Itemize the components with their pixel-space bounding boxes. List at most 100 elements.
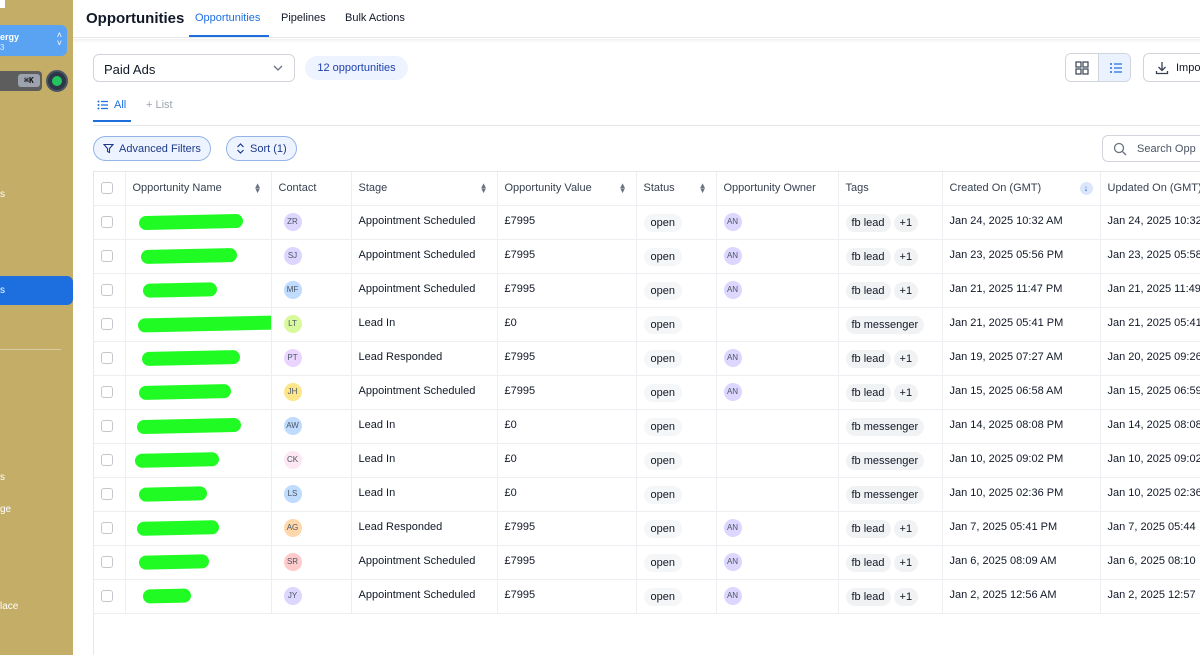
tag-badge[interactable]: fb messenger xyxy=(845,316,925,334)
opportunity-name-cell[interactable] xyxy=(125,579,272,614)
tag-more-badge[interactable]: +1 xyxy=(893,384,919,402)
column-header[interactable]: Tags xyxy=(838,172,943,206)
table-row[interactable]: LS Lead In £0 open fb messenger Jan 10, 2025 … xyxy=(94,477,1200,512)
tag-badge[interactable]: fb lead xyxy=(845,520,891,538)
bolt-icon[interactable] xyxy=(46,70,68,92)
row-checkbox[interactable] xyxy=(101,250,113,263)
opportunity-name-cell[interactable] xyxy=(125,443,272,478)
table-row[interactable]: JH Appointment Scheduled £7995 open AN fb lea… xyxy=(94,375,1200,410)
opportunity-name-cell[interactable] xyxy=(125,273,272,308)
table-row[interactable]: SR Appointment Scheduled £7995 open AN fb lea… xyxy=(94,545,1200,580)
owner-cell[interactable]: AN xyxy=(716,375,839,410)
tag-badge[interactable]: fb lead xyxy=(845,588,891,606)
search-opportunities[interactable] xyxy=(1102,135,1200,162)
tab-pipelines[interactable]: Pipelines xyxy=(281,12,326,24)
owner-cell[interactable]: AN xyxy=(716,579,839,614)
sidebar-item-label[interactable]: s xyxy=(0,189,5,200)
contact-cell[interactable]: AG xyxy=(271,511,352,546)
owner-cell[interactable]: AN xyxy=(716,341,839,376)
column-header[interactable]: Updated On (GMT) xyxy=(1100,172,1200,206)
sort-icon[interactable]: ▲ ▼ xyxy=(698,181,707,195)
opportunity-name-cell[interactable] xyxy=(125,307,272,342)
table-row[interactable]: ZR Appointment Scheduled £7995 open AN fb lea… xyxy=(94,205,1200,240)
row-checkbox[interactable] xyxy=(101,488,113,501)
tag-badge[interactable]: fb messenger xyxy=(845,486,925,504)
sort-button[interactable]: Sort (1) xyxy=(226,136,297,161)
opportunity-name-cell[interactable] xyxy=(125,477,272,512)
sidebar-item-label[interactable]: s xyxy=(0,472,5,483)
column-header[interactable]: Opportunity Owner xyxy=(716,172,839,206)
table-row[interactable]: AG Lead Responded £7995 open AN fb lead +1 Jan … xyxy=(94,511,1200,546)
contact-cell[interactable]: SR xyxy=(271,545,352,580)
contact-cell[interactable]: JY xyxy=(271,579,352,614)
import-button[interactable]: Impo xyxy=(1143,53,1200,82)
table-row[interactable]: JY Appointment Scheduled £7995 open AN fb lea… xyxy=(94,579,1200,614)
tag-more-badge[interactable]: +1 xyxy=(893,282,919,300)
opportunity-name-cell[interactable] xyxy=(125,239,272,274)
column-header[interactable]: Created On (GMT) ↓ xyxy=(942,172,1101,206)
table-row[interactable]: MF Appointment Scheduled £7995 open AN fb lea… xyxy=(94,273,1200,308)
tag-badge[interactable]: fb lead xyxy=(845,282,891,300)
owner-cell[interactable]: AN xyxy=(716,511,839,546)
tag-more-badge[interactable]: +1 xyxy=(893,350,919,368)
tab-bulk-actions[interactable]: Bulk Actions xyxy=(345,12,405,24)
contact-cell[interactable]: MF xyxy=(271,273,352,308)
row-checkbox[interactable] xyxy=(101,284,113,297)
column-header[interactable]: Status ▲ ▼ xyxy=(636,172,717,206)
column-header[interactable]: Stage ▲ ▼ xyxy=(351,172,498,206)
contact-cell[interactable]: SJ xyxy=(271,239,352,274)
tag-badge[interactable]: fb messenger xyxy=(845,452,925,470)
contact-cell[interactable]: PT xyxy=(271,341,352,376)
owner-cell[interactable] xyxy=(716,477,839,512)
tag-badge[interactable]: fb lead xyxy=(845,384,891,402)
table-row[interactable]: AW Lead In £0 open fb messenger Jan 14, 2025 … xyxy=(94,409,1200,444)
row-checkbox[interactable] xyxy=(101,420,113,433)
table-row[interactable]: PT Lead Responded £7995 open AN fb lead +1 Jan … xyxy=(94,341,1200,376)
advanced-filters-button[interactable]: Advanced Filters xyxy=(93,136,211,161)
sidebar-item-label[interactable]: ge xyxy=(0,504,12,515)
contact-cell[interactable]: LS xyxy=(271,477,352,512)
contact-cell[interactable]: JH xyxy=(271,375,352,410)
opportunity-name-cell[interactable] xyxy=(125,341,272,376)
account-switcher[interactable]: ergy 3 ˄ ˅ xyxy=(0,25,67,56)
contact-cell[interactable]: AW xyxy=(271,409,352,444)
sort-icon[interactable]: ▲ ▼ xyxy=(253,181,262,195)
opportunity-name-cell[interactable] xyxy=(125,375,272,410)
column-header[interactable]: Contact xyxy=(271,172,352,206)
owner-cell[interactable]: AN xyxy=(716,239,839,274)
table-row[interactable]: CK Lead In £0 open fb messenger Jan 10, 2025 … xyxy=(94,443,1200,478)
tag-more-badge[interactable]: +1 xyxy=(893,520,919,538)
sidebar-search[interactable]: ⌘K xyxy=(0,71,42,91)
select-all-checkbox[interactable] xyxy=(101,182,113,195)
tag-more-badge[interactable]: +1 xyxy=(893,214,919,232)
view-tab-all[interactable]: All xyxy=(97,99,126,111)
tag-more-badge[interactable]: +1 xyxy=(893,554,919,572)
arrow-down-icon[interactable]: ↓ xyxy=(1079,182,1093,195)
search-input[interactable] xyxy=(1137,141,1200,157)
row-checkbox[interactable] xyxy=(101,216,113,229)
add-list-view-button[interactable]: + List xyxy=(146,99,173,111)
column-header[interactable]: Opportunity Value ▲ ▼ xyxy=(497,172,637,206)
opportunity-name-cell[interactable] xyxy=(125,545,272,580)
tab-opportunities[interactable]: Opportunities xyxy=(195,12,261,24)
owner-cell[interactable]: AN xyxy=(716,545,839,580)
sidebar-item-active[interactable]: s xyxy=(0,276,73,305)
opportunity-name-cell[interactable] xyxy=(125,409,272,444)
table-row[interactable]: LT Lead In £0 open fb messenger Jan 21, 2025 … xyxy=(94,307,1200,342)
owner-cell[interactable]: AN xyxy=(716,273,839,308)
grid-view-button[interactable] xyxy=(1066,54,1099,81)
contact-cell[interactable]: ZR xyxy=(271,205,352,240)
owner-cell[interactable] xyxy=(716,409,839,444)
row-checkbox[interactable] xyxy=(101,556,113,569)
contact-cell[interactable]: LT xyxy=(271,307,352,342)
sort-icon[interactable]: ▲ ▼ xyxy=(618,181,627,195)
pipeline-select[interactable]: Paid Ads xyxy=(93,54,295,82)
tag-more-badge[interactable]: +1 xyxy=(893,588,919,606)
row-checkbox[interactable] xyxy=(101,522,113,535)
contact-cell[interactable]: CK xyxy=(271,443,352,478)
tag-badge[interactable]: fb lead xyxy=(845,214,891,232)
tag-badge[interactable]: fb messenger xyxy=(845,418,925,436)
tag-badge[interactable]: fb lead xyxy=(845,554,891,572)
column-header[interactable]: Opportunity Name ▲ ▼ xyxy=(125,172,272,206)
tag-badge[interactable]: fb lead xyxy=(845,248,891,266)
